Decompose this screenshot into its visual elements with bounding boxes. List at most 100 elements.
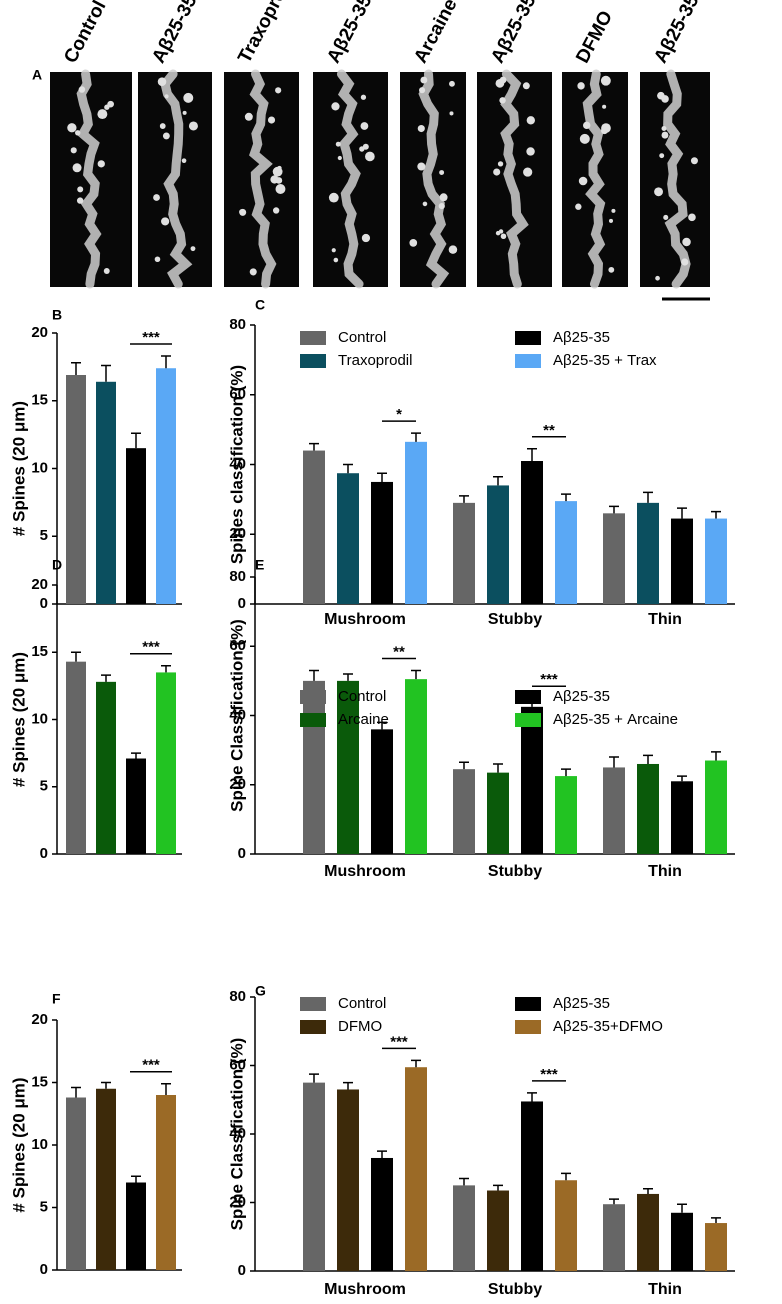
legend-label: Control xyxy=(338,329,386,346)
error-bar xyxy=(377,472,387,482)
y-tick-label: 40 xyxy=(229,455,246,472)
error-bar xyxy=(343,463,353,474)
error-bar xyxy=(643,491,653,503)
bar xyxy=(405,1067,427,1271)
legend-swatch xyxy=(515,690,541,704)
spine xyxy=(602,104,607,109)
spine xyxy=(182,110,187,115)
bar xyxy=(487,485,509,604)
spine xyxy=(575,203,582,210)
spine xyxy=(337,155,342,161)
bar xyxy=(66,661,86,854)
spine xyxy=(161,217,170,226)
legend-label: Control xyxy=(338,688,386,705)
spine xyxy=(164,94,169,99)
y-tick-label: 0 xyxy=(40,845,48,862)
bar xyxy=(96,381,116,604)
error-bar xyxy=(643,754,653,764)
spine xyxy=(104,104,110,110)
error-bar xyxy=(71,1086,81,1098)
bar xyxy=(126,1182,146,1270)
bar xyxy=(453,769,475,854)
error-bar xyxy=(459,761,469,770)
y-tick-label: 20 xyxy=(229,776,246,793)
panel-letter: F xyxy=(52,991,61,1007)
error-bar xyxy=(309,1073,319,1083)
spine xyxy=(277,165,282,171)
bar xyxy=(671,1212,693,1271)
spine xyxy=(157,77,167,86)
spine xyxy=(70,147,77,154)
image-label: Control xyxy=(60,0,110,67)
bar xyxy=(487,1190,509,1271)
error-bar xyxy=(343,1081,353,1090)
spine xyxy=(333,257,339,263)
spine xyxy=(181,158,187,164)
error-bar xyxy=(459,1177,469,1186)
spine xyxy=(611,208,616,213)
spine xyxy=(500,233,507,240)
spine xyxy=(267,116,276,124)
legend-swatch xyxy=(300,1020,326,1034)
error-bar xyxy=(643,1188,653,1194)
spine xyxy=(190,246,196,252)
y-tick-label: 20 xyxy=(229,525,246,542)
dendrite xyxy=(663,69,691,289)
spine xyxy=(275,184,286,194)
bar xyxy=(555,501,577,604)
spine xyxy=(97,160,105,168)
bar xyxy=(337,1089,359,1271)
error-bar xyxy=(71,651,81,662)
spine xyxy=(275,177,283,184)
bar xyxy=(671,781,693,854)
y-tick-label: 40 xyxy=(229,706,246,723)
bar xyxy=(453,502,475,604)
error-bar xyxy=(561,1172,571,1181)
spine xyxy=(655,275,660,281)
error-bar xyxy=(161,355,171,369)
bar xyxy=(337,473,359,604)
bar xyxy=(405,679,427,854)
spine xyxy=(578,176,588,186)
bar xyxy=(156,368,176,604)
error-bar xyxy=(677,1203,687,1213)
legend-swatch xyxy=(300,354,326,368)
significance-label: *** xyxy=(540,671,558,688)
spine xyxy=(682,237,691,247)
legend-swatch xyxy=(515,331,541,345)
spine xyxy=(244,112,253,121)
spine xyxy=(497,161,504,167)
y-tick-label: 20 xyxy=(229,1193,246,1210)
bar xyxy=(66,1097,86,1270)
x-tick-label: Thin xyxy=(648,1281,682,1298)
legend-swatch xyxy=(515,997,541,1011)
error-bar xyxy=(377,1150,387,1158)
spine xyxy=(76,197,84,204)
legend-label: DFMO xyxy=(338,1018,382,1035)
legend-label: Arcaine xyxy=(338,711,389,728)
error-bar xyxy=(561,768,571,777)
image-label: Arcaine xyxy=(410,0,461,67)
spine xyxy=(523,167,533,177)
x-tick-label: Stubby xyxy=(488,1281,542,1298)
error-bar xyxy=(561,493,571,502)
y-tick-label: 0 xyxy=(40,595,48,612)
y-tick-label: 15 xyxy=(31,1073,48,1090)
spine xyxy=(67,123,77,133)
spine xyxy=(360,94,367,100)
spine xyxy=(654,187,663,197)
panel-letter: E xyxy=(255,557,264,573)
x-tick-label: Mushroom xyxy=(324,1281,406,1298)
spine xyxy=(417,162,426,171)
spine xyxy=(72,163,82,173)
bar xyxy=(603,513,625,604)
y-tick-label: 20 xyxy=(31,1011,48,1028)
spine xyxy=(659,153,665,159)
dendrite xyxy=(418,69,450,289)
spine xyxy=(579,133,590,144)
bar xyxy=(521,461,543,604)
spine xyxy=(275,87,282,94)
bar xyxy=(96,1088,116,1270)
spine xyxy=(608,266,615,273)
